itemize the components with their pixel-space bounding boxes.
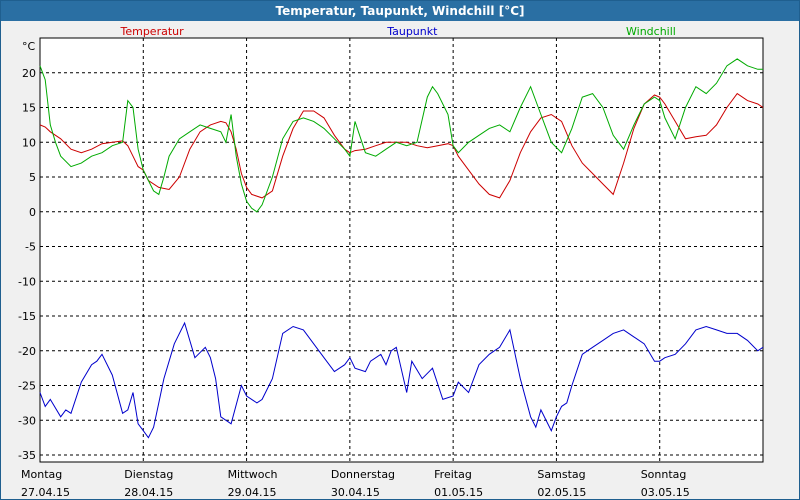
line-chart: 20 15 10 5 0 -5 -10 -15 -20 -25 -30 -35 Montag 27.04… <box>18 25 764 499</box>
series-line-windchill <box>39 58 763 213</box>
x-axis-ticks: Montag 27.04.15 Dienstag 28.04.15 Mittwoch 29… <box>21 468 690 499</box>
y-tick-label: 5 <box>29 171 36 184</box>
x-tick-date: 29.04.15 <box>228 486 277 499</box>
x-tick-date: 03.05.15 <box>641 486 690 499</box>
x-tick-day: Samstag <box>537 468 585 481</box>
y-tick-label: -20 <box>18 345 36 358</box>
y-tick-label: -25 <box>18 380 36 393</box>
y-tick-label: -5 <box>25 241 36 254</box>
x-tick-day: Mittwoch <box>228 468 278 481</box>
x-tick-date: 27.04.15 <box>21 486 70 499</box>
y-tick-label: 20 <box>22 67 36 80</box>
y-axis-ticks: 20 15 10 5 0 -5 -10 -15 -20 -25 -30 -35 <box>18 67 36 462</box>
legend: Temperatur Taupunkt Windchill <box>119 25 675 38</box>
x-tick-day: Dienstag <box>124 468 173 481</box>
series-lines <box>39 58 764 439</box>
legend-entry-taupunkt: Taupunkt <box>386 25 438 38</box>
x-tick-date: 01.05.15 <box>434 486 483 499</box>
x-tick-day: Montag <box>21 468 62 481</box>
y-tick-label: 10 <box>22 136 36 149</box>
x-tick-day: Sonntag <box>641 468 687 481</box>
y-tick-label: -15 <box>18 310 36 323</box>
legend-entry-temperatur: Temperatur <box>119 25 184 38</box>
x-tick-day: Freitag <box>434 468 472 481</box>
x-tick-date: 30.04.15 <box>331 486 380 499</box>
x-tick-day: Donnerstag <box>331 468 395 481</box>
x-tick-date: 28.04.15 <box>124 486 173 499</box>
x-tick-date: 02.05.15 <box>537 486 586 499</box>
series-line-taupunkt <box>39 321 764 439</box>
y-tick-label: -35 <box>18 449 36 462</box>
y-axis-label: °C <box>22 40 36 53</box>
legend-entry-windchill: Windchill <box>626 25 676 38</box>
plot-area <box>39 37 764 463</box>
y-tick-label: -10 <box>18 275 36 288</box>
window-title: Temperatur, Taupunkt, Windchill [°C] <box>1 1 799 21</box>
y-tick-label: 0 <box>29 206 36 219</box>
y-tick-label: -30 <box>18 414 36 427</box>
y-tick-label: 15 <box>22 102 36 115</box>
